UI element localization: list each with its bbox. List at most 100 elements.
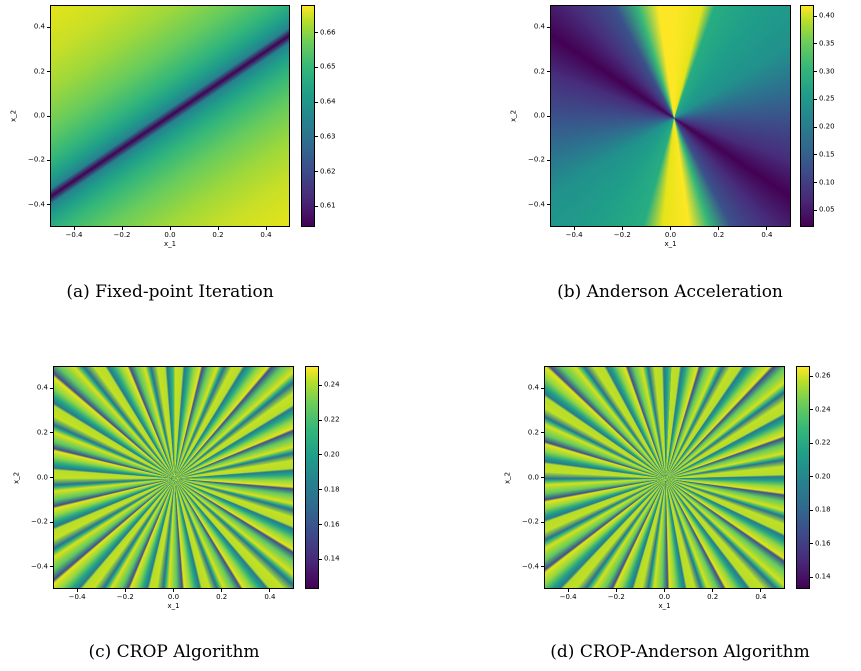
x-tick-mark — [221, 589, 223, 592]
x-axis-label: x_1 — [664, 240, 677, 248]
colorbar-tick-label: 0.62 — [320, 167, 336, 175]
colorbar-tick-label: 0.22 — [815, 438, 831, 447]
heatmap-surface — [54, 367, 293, 588]
x-tick-mark — [121, 227, 123, 230]
x-tick-label: 0.2 — [216, 593, 228, 601]
colorbar-tick-mark — [810, 409, 813, 411]
y-tick-mark — [541, 521, 544, 523]
colorbar-tick-label: 0.61 — [320, 201, 336, 210]
colorbar-tick-label: 0.18 — [815, 505, 831, 514]
y-tick-label: −0.4 — [528, 200, 545, 209]
x-tick-label: −0.2 — [116, 593, 134, 601]
x-tick-label: 0.4 — [755, 593, 767, 601]
colorbar-tick-mark — [814, 15, 817, 17]
colorbar-tick-label: 0.24 — [815, 405, 831, 414]
y-tick-mark — [47, 204, 50, 206]
colorbar-tick-mark — [810, 576, 813, 578]
x-tick-label: 0.2 — [212, 231, 224, 239]
x-tick-mark — [265, 227, 267, 230]
colorbar-tick-mark — [315, 101, 318, 103]
x-tick-mark — [169, 227, 171, 230]
x-axis-label: x_1 — [163, 240, 177, 248]
y-tick-label: 0.2 — [527, 428, 539, 437]
y-tick-label: 0.2 — [533, 67, 545, 76]
colorbar-tick-label: 0.65 — [320, 62, 336, 71]
colorbar-tick-mark — [315, 205, 318, 207]
colorbar-tick-label: 0.14 — [815, 572, 831, 581]
y-axis-label: x_2 — [503, 471, 512, 484]
colorbar-tick-mark — [315, 136, 318, 138]
x-tick-label: 0.0 — [664, 231, 677, 239]
y-axis-label: x_2 — [509, 109, 518, 123]
y-tick-label: −0.4 — [28, 200, 45, 209]
x-tick-label: −0.4 — [559, 593, 577, 601]
y-tick-mark — [50, 477, 53, 478]
panel-caption: (a) Fixed-point Iteration — [66, 282, 274, 302]
y-tick-label: 0.0 — [33, 111, 45, 120]
colorbar-tick-label: 0.05 — [819, 205, 835, 214]
y-tick-label: −0.2 — [31, 517, 48, 526]
colorbar-tick-mark — [319, 419, 322, 421]
heatmap-plot — [544, 366, 785, 589]
x-tick-label: −0.4 — [565, 231, 583, 239]
colorbar — [800, 5, 814, 227]
panel-caption: (c) CROP Algorithm — [88, 642, 260, 662]
x-tick-label: −0.2 — [613, 231, 631, 239]
y-tick-mark — [547, 71, 550, 73]
y-tick-mark — [50, 566, 53, 568]
colorbar-tick-label: 0.18 — [324, 485, 340, 494]
x-tick-label: −0.2 — [113, 231, 131, 239]
heatmap-plot — [550, 5, 791, 227]
heatmap-plot — [53, 366, 294, 589]
colorbar-tick-label: 0.30 — [819, 67, 835, 76]
y-tick-label: −0.4 — [31, 562, 48, 571]
colorbar-tick-label: 0.25 — [819, 94, 835, 103]
colorbar-tick-mark — [315, 171, 318, 172]
x-tick-label: −0.4 — [68, 593, 86, 601]
colorbar-tick-label: 0.20 — [815, 472, 831, 481]
colorbar — [305, 366, 319, 589]
colorbar-tick-mark — [810, 476, 813, 478]
y-tick-label: −0.2 — [28, 155, 45, 164]
y-tick-mark — [47, 26, 50, 28]
x-tick-mark — [217, 227, 219, 230]
colorbar-tick-label: 0.26 — [815, 371, 831, 380]
colorbar-tick-mark — [814, 43, 817, 45]
x-axis-label: x_1 — [167, 602, 180, 610]
colorbar-tick-label: 0.66 — [320, 28, 336, 37]
colorbar-tick-mark — [319, 384, 322, 386]
colorbar-tick-mark — [814, 98, 817, 100]
heatmap-surface — [545, 367, 784, 588]
y-tick-label: 0.2 — [33, 67, 45, 76]
y-tick-mark — [547, 26, 550, 28]
colorbar-tick-label: 0.64 — [320, 97, 336, 106]
colorbar-tick-label: 0.15 — [819, 150, 835, 159]
x-tick-mark — [760, 589, 762, 592]
x-tick-mark — [573, 227, 575, 230]
colorbar-tick-mark — [319, 489, 322, 491]
x-tick-mark — [269, 589, 271, 592]
x-tick-label: 0.0 — [167, 593, 180, 601]
x-tick-label: −0.2 — [607, 593, 625, 601]
y-tick-label: 0.0 — [36, 473, 48, 481]
colorbar-tick-mark — [814, 154, 817, 156]
colorbar-tick-label: 0.20 — [324, 450, 340, 459]
colorbar-tick-label: 0.10 — [819, 178, 835, 187]
y-tick-mark — [547, 115, 550, 117]
panel-caption: (d) CROP-Anderson Algorithm — [550, 642, 810, 662]
y-tick-label: 0.2 — [36, 428, 48, 437]
y-tick-mark — [50, 387, 53, 389]
x-tick-label: −0.4 — [65, 231, 83, 239]
colorbar-tick-mark — [315, 66, 318, 68]
y-tick-label: 0.4 — [33, 22, 45, 31]
colorbar-tick-label: 0.16 — [815, 539, 831, 548]
y-tick-label: −0.2 — [528, 155, 545, 164]
colorbar — [301, 5, 315, 227]
heatmap-surface — [51, 6, 289, 226]
y-tick-mark — [50, 432, 53, 434]
colorbar-tick-label: 0.14 — [324, 554, 340, 563]
x-tick-label: 0.4 — [761, 231, 773, 239]
colorbar-tick-mark — [810, 375, 813, 377]
x-tick-mark — [73, 227, 75, 230]
y-tick-label: 0.0 — [533, 111, 545, 120]
